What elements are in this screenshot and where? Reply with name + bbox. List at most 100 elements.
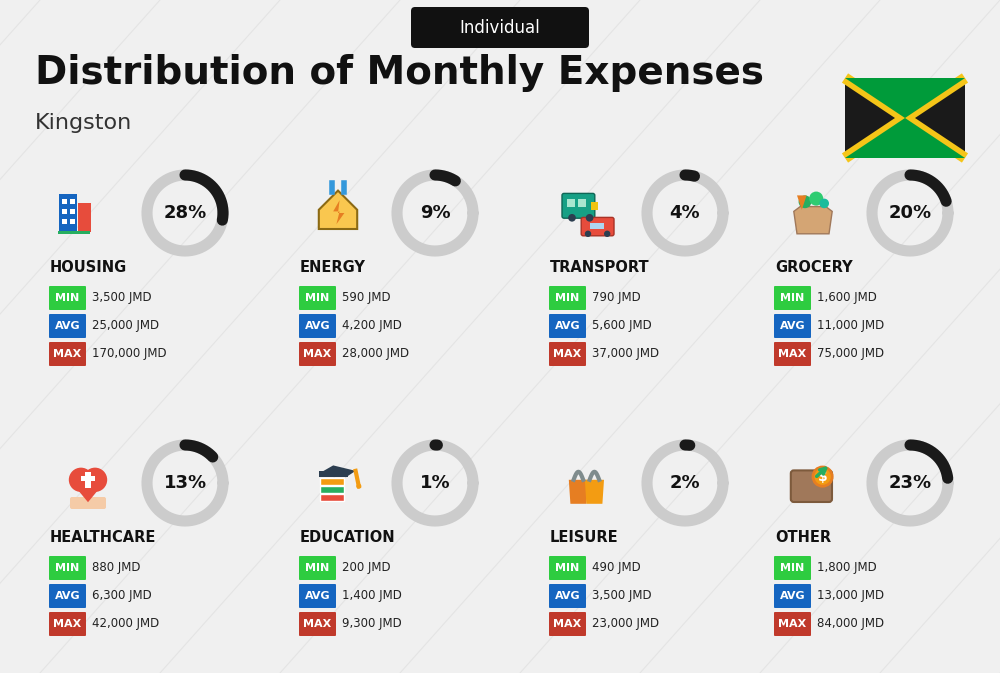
- FancyBboxPatch shape: [70, 219, 74, 223]
- Text: 200 JMD: 200 JMD: [342, 561, 391, 575]
- Text: MIN: MIN: [55, 563, 80, 573]
- Text: 6,300 JMD: 6,300 JMD: [92, 590, 152, 602]
- FancyBboxPatch shape: [58, 231, 90, 234]
- FancyBboxPatch shape: [59, 194, 77, 232]
- Circle shape: [813, 467, 832, 486]
- FancyBboxPatch shape: [320, 478, 344, 485]
- Text: 5,600 JMD: 5,600 JMD: [592, 320, 652, 332]
- Text: 4,200 JMD: 4,200 JMD: [342, 320, 402, 332]
- FancyBboxPatch shape: [299, 286, 336, 310]
- FancyBboxPatch shape: [62, 209, 66, 214]
- Polygon shape: [585, 480, 604, 504]
- Text: AVG: AVG: [305, 321, 330, 331]
- FancyBboxPatch shape: [49, 314, 86, 338]
- Polygon shape: [845, 78, 965, 118]
- FancyBboxPatch shape: [299, 556, 336, 580]
- FancyBboxPatch shape: [320, 485, 344, 493]
- FancyBboxPatch shape: [81, 476, 95, 481]
- Text: 1,800 JMD: 1,800 JMD: [817, 561, 877, 575]
- Text: MIN: MIN: [555, 563, 580, 573]
- Text: 9,300 JMD: 9,300 JMD: [342, 618, 402, 631]
- Circle shape: [604, 231, 610, 237]
- Text: 28,000 JMD: 28,000 JMD: [342, 347, 409, 361]
- FancyBboxPatch shape: [567, 199, 575, 207]
- Polygon shape: [69, 480, 107, 502]
- Text: Distribution of Monthly Expenses: Distribution of Monthly Expenses: [35, 54, 764, 92]
- FancyBboxPatch shape: [549, 286, 586, 310]
- Polygon shape: [797, 195, 807, 210]
- Text: AVG: AVG: [55, 321, 80, 331]
- FancyBboxPatch shape: [791, 470, 832, 502]
- Polygon shape: [333, 200, 344, 224]
- Text: AVG: AVG: [780, 321, 805, 331]
- FancyBboxPatch shape: [581, 217, 614, 236]
- Text: AVG: AVG: [555, 591, 580, 601]
- Text: HEALTHCARE: HEALTHCARE: [50, 530, 156, 546]
- Polygon shape: [845, 118, 965, 158]
- Text: 490 JMD: 490 JMD: [592, 561, 641, 575]
- Text: EDUCATION: EDUCATION: [300, 530, 396, 546]
- Text: MAX: MAX: [778, 619, 807, 629]
- FancyBboxPatch shape: [774, 556, 811, 580]
- FancyBboxPatch shape: [549, 584, 586, 608]
- FancyBboxPatch shape: [70, 209, 74, 214]
- FancyBboxPatch shape: [774, 286, 811, 310]
- FancyBboxPatch shape: [49, 612, 86, 636]
- Text: 42,000 JMD: 42,000 JMD: [92, 618, 159, 631]
- Text: $: $: [818, 470, 827, 484]
- Text: 13%: 13%: [163, 474, 207, 492]
- Circle shape: [83, 468, 107, 492]
- Text: MAX: MAX: [303, 619, 332, 629]
- FancyBboxPatch shape: [49, 556, 86, 580]
- Text: MIN: MIN: [780, 563, 805, 573]
- Text: MAX: MAX: [53, 349, 82, 359]
- Circle shape: [799, 195, 811, 208]
- Text: MAX: MAX: [553, 619, 582, 629]
- Text: MAX: MAX: [53, 619, 82, 629]
- Circle shape: [809, 192, 823, 206]
- Text: 1,600 JMD: 1,600 JMD: [817, 291, 877, 304]
- Text: AVG: AVG: [780, 591, 805, 601]
- FancyBboxPatch shape: [549, 314, 586, 338]
- Text: 3,500 JMD: 3,500 JMD: [592, 590, 652, 602]
- Circle shape: [568, 214, 576, 221]
- FancyBboxPatch shape: [549, 612, 586, 636]
- Text: MIN: MIN: [55, 293, 80, 303]
- Text: GROCERY: GROCERY: [775, 260, 853, 275]
- Text: MAX: MAX: [778, 349, 807, 359]
- Polygon shape: [319, 190, 357, 229]
- Text: 2%: 2%: [670, 474, 700, 492]
- FancyBboxPatch shape: [78, 203, 91, 232]
- FancyBboxPatch shape: [299, 342, 336, 366]
- FancyBboxPatch shape: [549, 342, 586, 366]
- FancyBboxPatch shape: [319, 471, 348, 476]
- FancyBboxPatch shape: [411, 7, 589, 48]
- Text: 37,000 JMD: 37,000 JMD: [592, 347, 659, 361]
- Circle shape: [586, 214, 593, 221]
- FancyBboxPatch shape: [774, 342, 811, 366]
- FancyBboxPatch shape: [591, 202, 598, 210]
- FancyBboxPatch shape: [299, 612, 336, 636]
- Circle shape: [69, 468, 93, 492]
- FancyBboxPatch shape: [299, 584, 336, 608]
- Text: 880 JMD: 880 JMD: [92, 561, 140, 575]
- Text: LEISURE: LEISURE: [550, 530, 619, 546]
- FancyBboxPatch shape: [49, 584, 86, 608]
- Text: 75,000 JMD: 75,000 JMD: [817, 347, 884, 361]
- Polygon shape: [569, 480, 588, 504]
- Text: 590 JMD: 590 JMD: [342, 291, 391, 304]
- Polygon shape: [794, 207, 832, 234]
- FancyBboxPatch shape: [578, 199, 586, 207]
- Text: MIN: MIN: [780, 293, 805, 303]
- FancyBboxPatch shape: [299, 314, 336, 338]
- Text: 23,000 JMD: 23,000 JMD: [592, 618, 659, 631]
- Text: AVG: AVG: [305, 591, 330, 601]
- Text: 3,500 JMD: 3,500 JMD: [92, 291, 152, 304]
- Text: 28%: 28%: [163, 204, 207, 222]
- FancyBboxPatch shape: [774, 584, 811, 608]
- Text: HOUSING: HOUSING: [50, 260, 127, 275]
- FancyBboxPatch shape: [62, 199, 66, 205]
- FancyBboxPatch shape: [320, 493, 344, 501]
- Text: 84,000 JMD: 84,000 JMD: [817, 618, 884, 631]
- FancyBboxPatch shape: [70, 199, 74, 205]
